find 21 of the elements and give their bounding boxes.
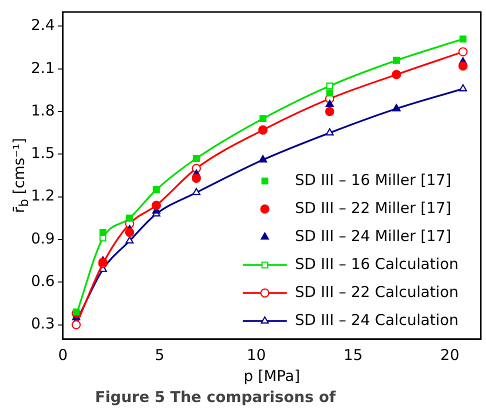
x-tick-label: 15	[344, 346, 363, 364]
x-tick-label: 0	[58, 346, 68, 364]
y-tick-label: 0.3	[30, 314, 55, 333]
legend-label: SD III – 22 Calculation	[294, 282, 459, 301]
x-tick-label: 20	[440, 346, 460, 364]
y-tick-label: 1.5	[30, 144, 55, 162]
y-tick-label: 2.4	[30, 16, 55, 34]
x-axis-title: p [MPa]	[244, 366, 300, 385]
legend-label: SD III – 24 Miller [17]	[294, 226, 452, 245]
legend-label: SD III – 16 Calculation	[294, 254, 459, 273]
y-tick-label: 1.2	[30, 186, 55, 205]
y-tick-label: 0.6	[30, 272, 55, 290]
y-tick-label: 1.8	[30, 101, 55, 120]
y-tick-label: 0.9	[30, 229, 55, 248]
y-tick-label: 2.1	[30, 58, 55, 77]
x-tick-label: 5	[154, 346, 164, 364]
legend-label: SD III – 16 Miller [17]	[294, 170, 452, 189]
x-tick-label: 10	[246, 346, 266, 364]
legend-label: SD III – 22 Miller [17]	[294, 198, 452, 217]
caption: Figure 5 The comparisons of	[95, 388, 336, 406]
legend-label: SD III – 24 Calculation	[294, 310, 459, 329]
